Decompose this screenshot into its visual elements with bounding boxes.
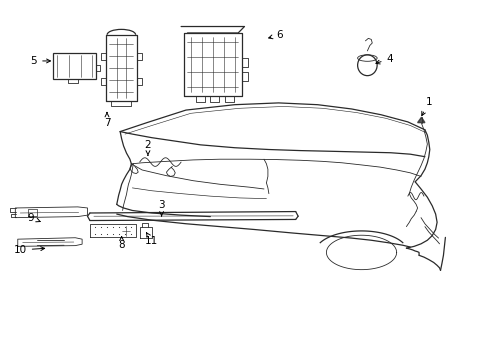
Text: 8: 8 (118, 237, 124, 249)
Text: 5: 5 (30, 56, 50, 66)
Text: 3: 3 (158, 200, 164, 216)
Text: 1: 1 (421, 97, 431, 116)
Polygon shape (417, 117, 424, 123)
Text: 2: 2 (144, 140, 151, 156)
Text: 11: 11 (145, 233, 158, 246)
Text: 4: 4 (375, 54, 392, 64)
Text: 6: 6 (268, 30, 283, 40)
Text: 7: 7 (103, 113, 110, 128)
Text: 9: 9 (27, 213, 40, 222)
Bar (53, 53, 96, 79)
Text: 10: 10 (14, 245, 44, 255)
